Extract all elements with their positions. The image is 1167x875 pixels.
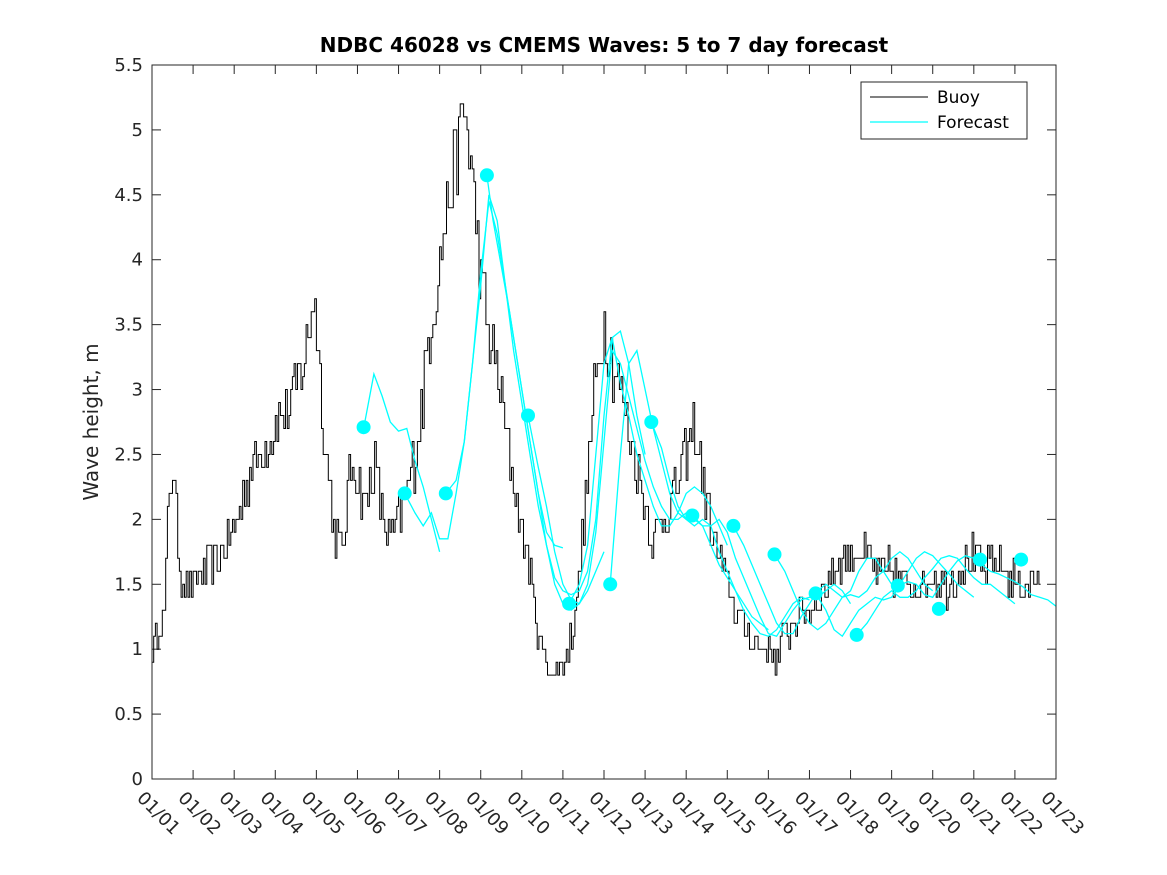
x-tick-label: 01/01 (132, 788, 184, 840)
y-tick-label: 2.5 (114, 444, 143, 465)
x-tick-label: 01/15 (708, 788, 760, 840)
x-tick-label: 01/21 (954, 788, 1006, 840)
legend-forecast-label: Forecast (937, 113, 1009, 133)
forecast-line-13 (856, 555, 1016, 636)
x-tick-label: 01/03 (215, 788, 267, 840)
forecast-marker (849, 627, 864, 642)
y-tick-label: 3 (132, 380, 143, 401)
forecast-line-6 (568, 337, 728, 605)
x-tick-label: 01/08 (420, 788, 472, 840)
x-tick-label: 01/23 (1036, 788, 1088, 840)
forecast-marker (890, 578, 905, 593)
forecast-markers (356, 168, 1029, 642)
x-tick-label: 01/04 (256, 788, 308, 840)
forecast-line-8 (650, 421, 810, 637)
forecast-marker (438, 486, 453, 501)
x-tick-label: 01/19 (872, 788, 924, 840)
forecast-line-1 (362, 371, 441, 552)
x-tick-label: 01/12 (584, 788, 636, 840)
buoy-series (152, 103, 1041, 676)
x-tick-label: 01/17 (790, 788, 842, 840)
x-tick-label: 01/07 (379, 788, 431, 840)
forecast-marker (479, 168, 494, 183)
y-tick-label: 1.5 (114, 574, 143, 595)
forecast-marker (726, 518, 741, 533)
y-axis-label: Wave height, m (79, 343, 103, 500)
forecast-marker (685, 508, 700, 523)
x-tick-label: 01/22 (995, 788, 1047, 840)
axis-ticks (151, 64, 1057, 780)
forecast-marker (973, 552, 987, 567)
y-tick-label: 0 (132, 769, 143, 790)
forecast-marker (644, 415, 659, 429)
y-tick-label: 3.5 (114, 315, 143, 336)
forecast-line-3 (445, 201, 605, 612)
x-tick-label: 01/05 (297, 788, 349, 840)
x-tick-label: 01/16 (749, 788, 801, 840)
forecast-line-11 (773, 550, 934, 631)
chart-title: NDBC 46028 vs CMEMS Waves: 5 to 7 day fo… (320, 33, 889, 57)
y-tick-labels: 0 0.5 1 1.5 2 2.5 3 3.5 4 4.5 5 5.5 (114, 55, 143, 790)
y-tick-label: 0.5 (114, 704, 143, 725)
x-tick-label: 01/18 (831, 788, 883, 840)
forecast-marker (356, 420, 371, 435)
y-tick-label: 5 (132, 120, 143, 141)
x-tick-label: 01/11 (543, 788, 595, 840)
forecast-line-5 (527, 348, 687, 605)
x-tick-label: 01/09 (461, 788, 513, 840)
forecast-line-9 (691, 515, 852, 637)
forecast-marker (397, 486, 412, 501)
x-tick-label: 01/13 (626, 788, 678, 840)
legend-box (860, 81, 1028, 140)
x-tick-label: 01/02 (174, 788, 226, 840)
x-tick-label: 01/14 (667, 788, 719, 840)
y-tick-label: 4.5 (114, 185, 143, 206)
forecast-marker (808, 586, 823, 601)
y-tick-label: 1 (132, 639, 143, 660)
forecast-marker (562, 596, 577, 611)
buoy-line (152, 103, 1041, 676)
x-tick-label: 01/10 (502, 788, 554, 840)
y-tick-label: 4 (132, 250, 143, 271)
forecast-marker (521, 408, 535, 423)
y-tick-label: 2 (132, 509, 143, 530)
legend: Buoy Forecast (860, 81, 1028, 140)
plot-frame (151, 64, 1057, 780)
x-tick-label: 01/20 (913, 788, 965, 840)
x-tick-labels: 01/0101/0201/0301/0401/0501/0601/0701/08… (132, 788, 1088, 840)
forecast-marker (1014, 552, 1029, 567)
forecast-marker (603, 577, 618, 592)
forecast-marker (767, 547, 782, 562)
x-tick-label: 01/06 (338, 788, 390, 840)
y-tick-label: 5.5 (114, 55, 143, 76)
forecast-marker (931, 601, 946, 616)
legend-buoy-label: Buoy (937, 88, 980, 108)
